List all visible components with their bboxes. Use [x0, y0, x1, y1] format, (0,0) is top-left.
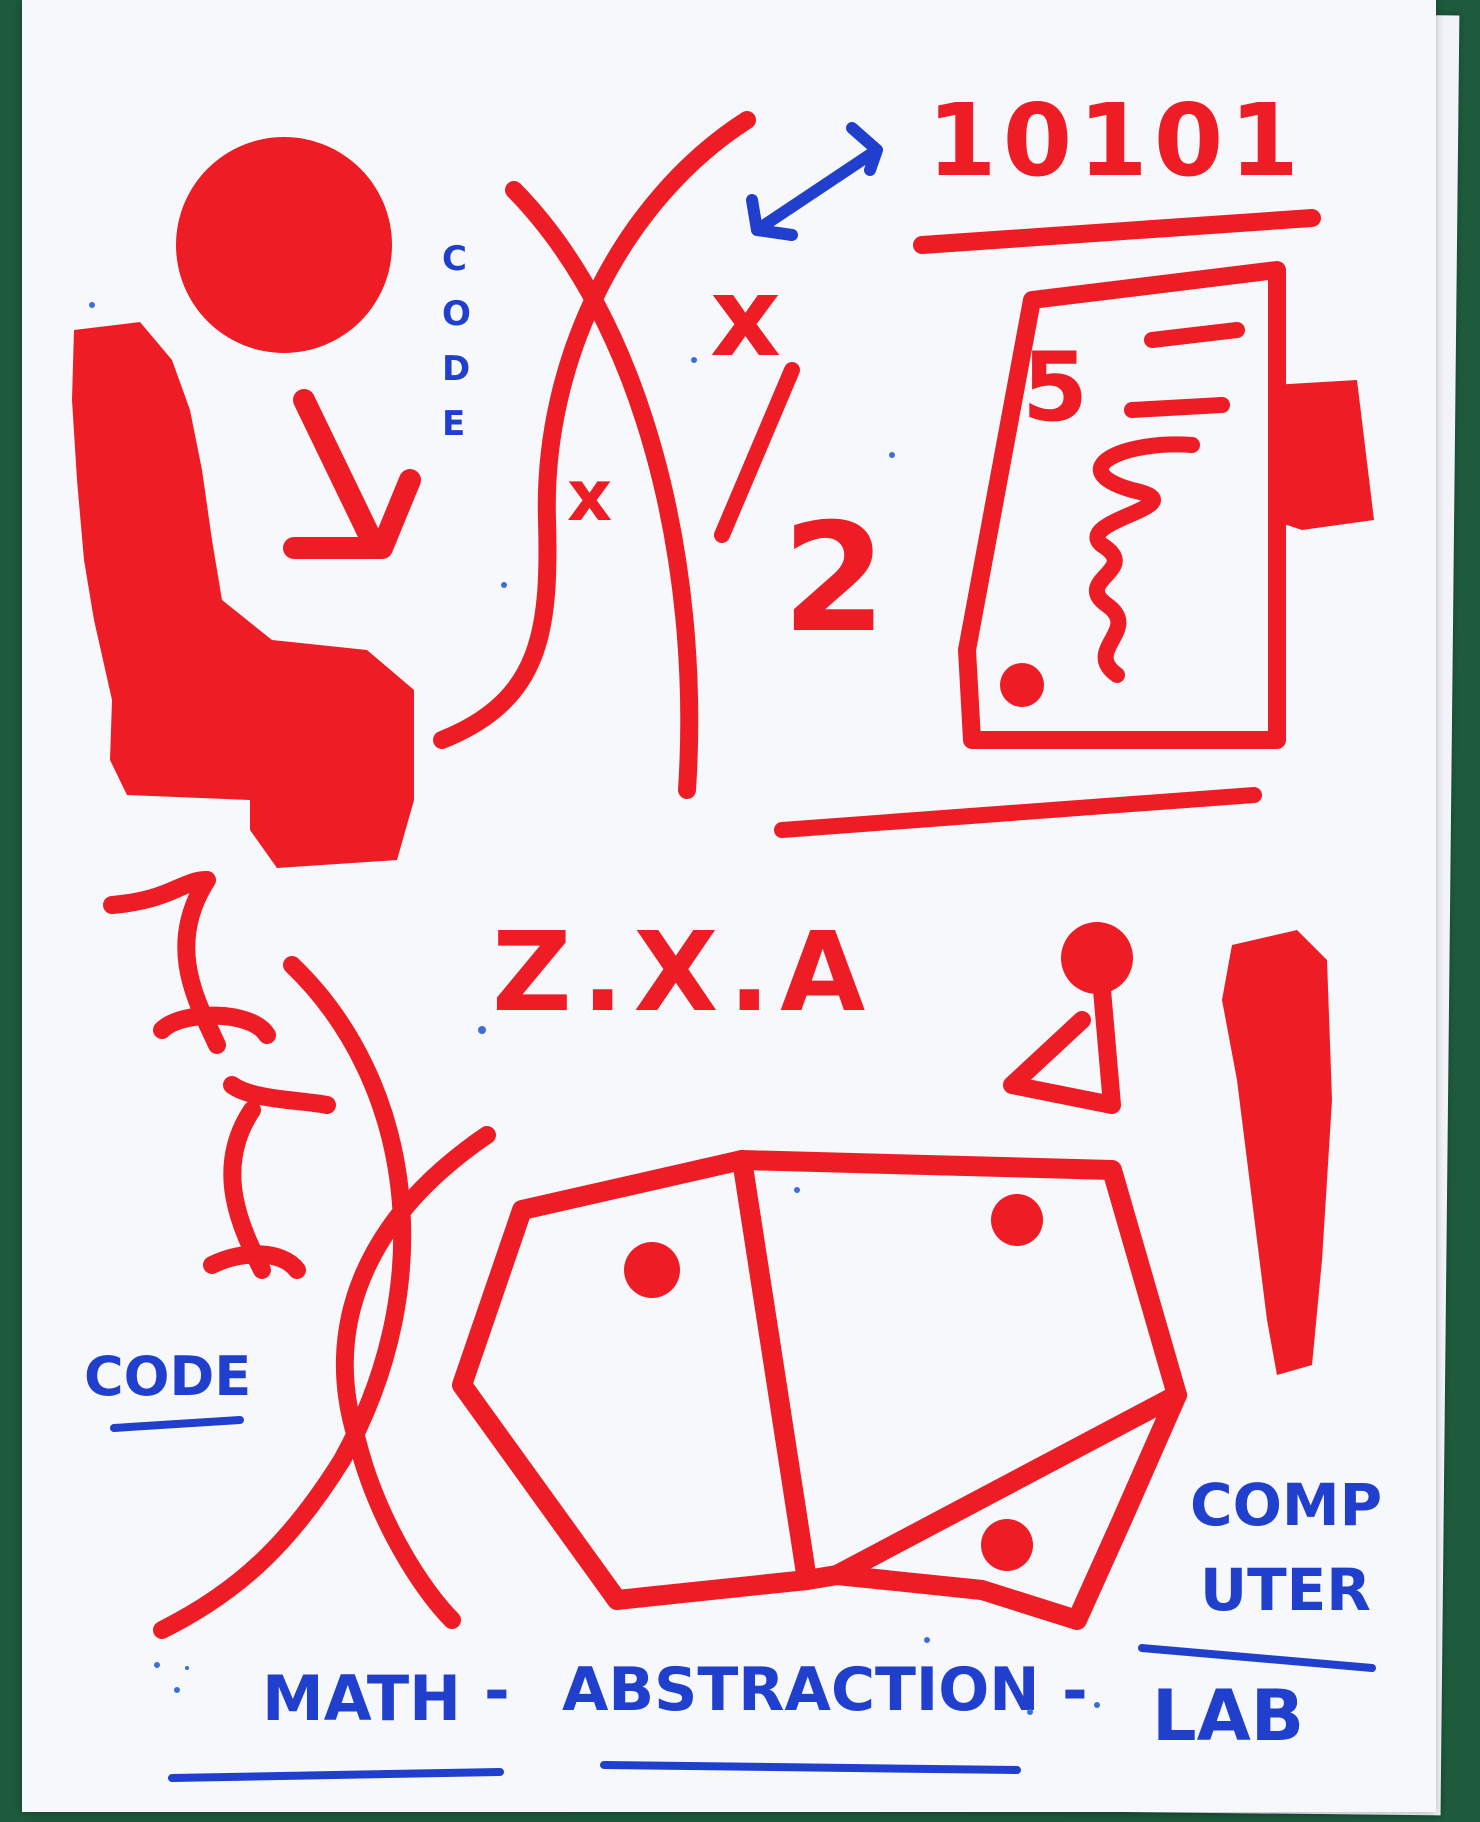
arc-bottom-left-1 [153, 956, 412, 1639]
card-side-tab [1272, 380, 1374, 530]
card-dash-1 [1144, 322, 1245, 348]
red-squiggle-bottom [203, 1076, 336, 1279]
card-squiggle [1088, 436, 1200, 683]
card-dot [1000, 663, 1044, 707]
red-circle [176, 137, 392, 353]
computer-line-2: UTER [1200, 1556, 1371, 1624]
pentagon-dot [991, 1194, 1043, 1246]
math-underline [168, 1768, 504, 1782]
blue-speckles [89, 302, 1100, 1715]
bottom-right-dot [981, 1519, 1033, 1571]
card-number: 5 [1022, 333, 1088, 443]
red-brush-right [1222, 930, 1332, 1375]
hexagon-left-dot [624, 1242, 680, 1298]
fraction-slash [714, 362, 800, 543]
fraction-bar-lab [1138, 1644, 1376, 1672]
figure-head [1061, 922, 1133, 994]
red-long-line [774, 787, 1262, 838]
paper-sheet: x x 2 10101 5 C O D E Z.X.A CODE COMP UT… [22, 0, 1436, 1812]
code-vertical-e: E [442, 404, 465, 444]
abstraction-label: ABSTRACTION [562, 1655, 1039, 1725]
artwork: x x 2 10101 5 C O D E Z.X.A CODE COMP UT… [72, 82, 1382, 1782]
hexagon-left [452, 1150, 817, 1610]
lab-label: LAB [1152, 1675, 1304, 1757]
lens-arc-right [505, 181, 699, 799]
math-label: MATH [262, 1662, 461, 1735]
arc-bottom-left-2 [335, 1126, 496, 1629]
equation-zxa: Z.X.A [492, 908, 875, 1036]
binary-underline [913, 209, 1321, 254]
lens-arc-left [433, 111, 756, 749]
fraction-numerator: x [710, 253, 781, 381]
code-vertical-d: D [442, 349, 470, 389]
code-left-underline [110, 1416, 244, 1432]
red-squiggle-top [103, 871, 276, 1054]
red-arrow-check [283, 389, 421, 559]
blue-double-arrow [746, 122, 883, 241]
binary-number: 10101 [927, 82, 1305, 199]
shape-bottom-right [827, 1385, 1187, 1630]
code-left-label: CODE [84, 1345, 251, 1408]
card-dash-2 [1124, 397, 1230, 418]
dash-1: - [484, 1654, 510, 1727]
card-outline [958, 261, 1286, 749]
figure-body [1003, 981, 1121, 1114]
code-vertical-o: O [442, 294, 471, 334]
dash-2: - [1062, 1654, 1088, 1727]
fraction-denominator: 2 [782, 492, 886, 666]
computer-line-1: COMP [1190, 1471, 1382, 1539]
code-vertical-c: C [442, 239, 467, 279]
abstraction-underline [600, 1761, 1021, 1774]
lens-x-mark: x [567, 455, 612, 537]
red-blob-left [72, 322, 414, 868]
